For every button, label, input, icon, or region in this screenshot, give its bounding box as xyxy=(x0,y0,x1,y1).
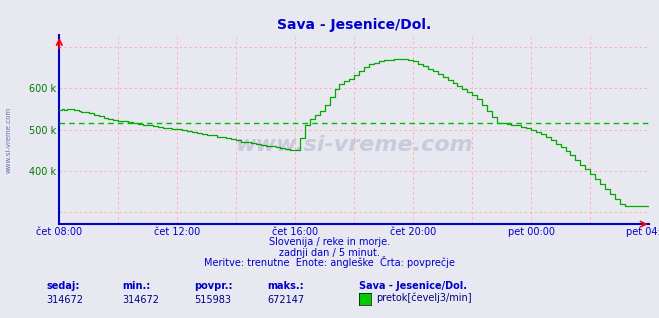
Text: min.:: min.: xyxy=(122,281,150,291)
Text: pretok[čevelj3/min]: pretok[čevelj3/min] xyxy=(376,293,471,303)
Text: Meritve: trenutne  Enote: angleške  Črta: povprečje: Meritve: trenutne Enote: angleške Črta: … xyxy=(204,257,455,268)
Text: 515983: 515983 xyxy=(194,295,231,305)
Text: sedaj:: sedaj: xyxy=(46,281,80,291)
Text: zadnji dan / 5 minut.: zadnji dan / 5 minut. xyxy=(279,248,380,258)
Text: Slovenija / reke in morje.: Slovenija / reke in morje. xyxy=(269,238,390,247)
Text: 314672: 314672 xyxy=(46,295,83,305)
Title: Sava - Jesenice/Dol.: Sava - Jesenice/Dol. xyxy=(277,18,432,32)
Text: maks.:: maks.: xyxy=(267,281,304,291)
Text: 314672: 314672 xyxy=(122,295,159,305)
Text: www.si-vreme.com: www.si-vreme.com xyxy=(235,135,473,155)
Text: Sava - Jesenice/Dol.: Sava - Jesenice/Dol. xyxy=(359,281,467,291)
Text: www.si-vreme.com: www.si-vreme.com xyxy=(5,107,12,173)
Text: povpr.:: povpr.: xyxy=(194,281,233,291)
Text: 672147: 672147 xyxy=(267,295,304,305)
